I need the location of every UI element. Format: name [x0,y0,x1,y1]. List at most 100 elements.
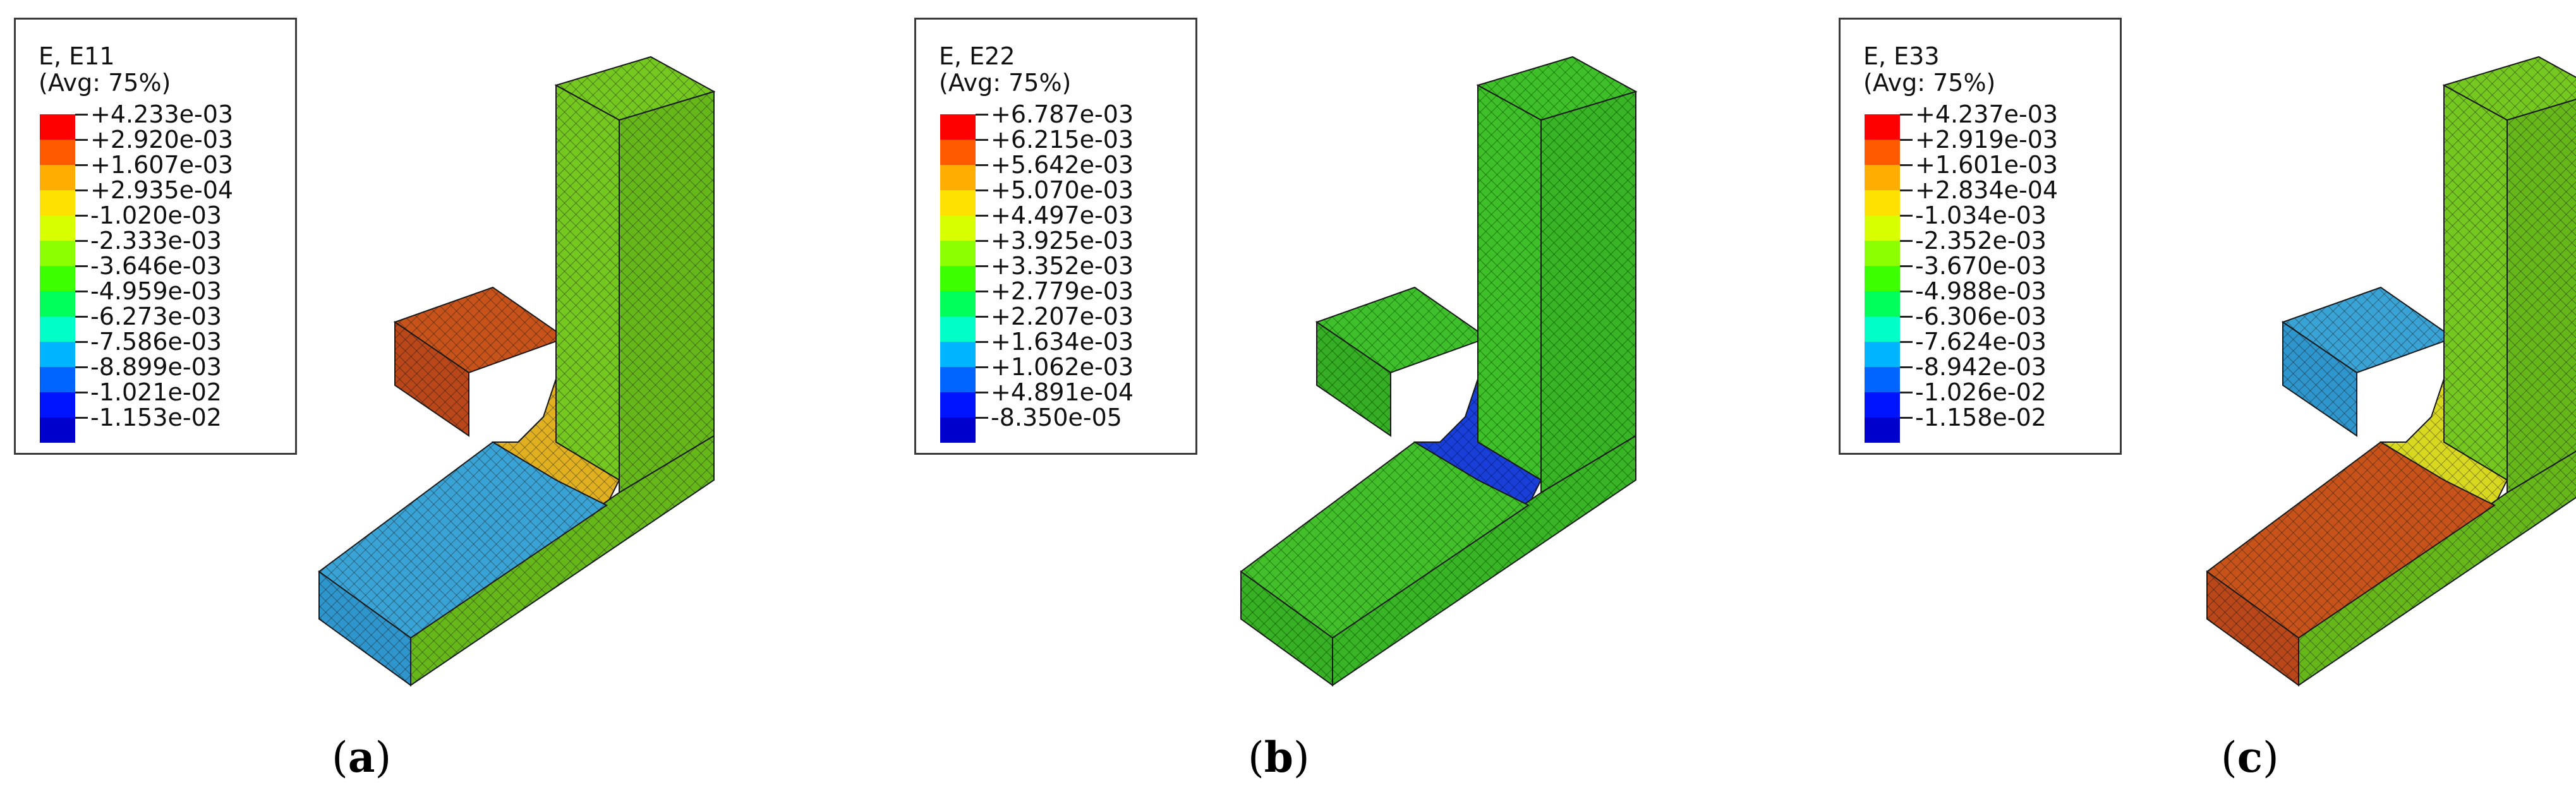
panel-c: E, E33 (Avg: 75%) +4.237e-03 +2.919e-03 +1… [1717,0,2576,804]
legend-title: E, E11 [39,42,115,70]
colorbar-label: -2.333e-03 [90,227,222,255]
colorbar-label: +6.215e-03 [991,126,1134,153]
upright-top-face [2442,56,2576,121]
colorbar-tick [75,291,88,292]
colorbar-tick [976,316,988,318]
colorbar-label: +2.920e-03 [90,126,234,153]
colorbar-label: -3.646e-03 [90,252,222,280]
colorbar-label: -1.021e-02 [90,378,222,406]
colorbar-swatch [40,140,75,165]
colorbar-label: +1.607e-03 [90,151,234,179]
colorbar-tick [976,366,988,368]
colorbar-tick [1900,164,1913,166]
colorbar-swatch [940,291,976,316]
colorbar-label: +2.935e-04 [90,176,234,204]
mesh [2444,85,2507,480]
colorbar-tick [976,265,988,267]
colorbar-swatch [940,417,976,443]
fe-model-e11 [318,56,716,687]
colorbar-swatch [940,367,976,392]
colorbar-swatch [40,215,75,241]
colorbar-label: +1.634e-03 [991,328,1134,356]
colorbar-label: -1.034e-03 [1915,201,2047,229]
colorbar-swatch [40,417,75,443]
colorbar-swatch [940,266,976,291]
panel-a: E, E11 (Avg: 75%) +4.233e-03 +2.920e-03 +1… [0,0,859,804]
colorbar-swatch [940,392,976,417]
colorbar-label: -7.624e-03 [1915,328,2047,356]
colorbar-tick [976,417,988,419]
colorbar-label: -8.350e-05 [991,404,1122,431]
colorbar-swatch [40,114,75,140]
colorbar-label: -1.158e-02 [1915,404,2047,431]
colorbar-label: -1.153e-02 [90,404,222,431]
colorbar-label: +4.237e-03 [1915,100,2059,128]
colorbar-tick [1900,291,1913,292]
colorbar-tick [75,366,88,368]
colorbar-swatch [40,392,75,417]
mesh [1478,85,1541,480]
caption-c: (c) [2221,733,2279,782]
colorbar-label: -4.959e-03 [90,277,222,305]
legend-title: E, E33 [1863,42,1940,70]
colorbar-tick [1900,114,1913,116]
colorbar-label: +1.062e-03 [991,353,1134,381]
colorbar-tick [976,139,988,141]
colorbar-tick [976,164,988,166]
colorbar-swatch [40,367,75,392]
colorbar-label: -8.942e-03 [1915,353,2047,381]
colorbar-tick [1900,265,1913,267]
colorbar-tick [1900,417,1913,419]
caption-b: (b) [1248,733,1310,782]
colorbar-swatch [40,342,75,367]
colorbar-swatch [940,241,976,266]
colorbar-label: -3.670e-03 [1915,252,2047,280]
colorbar-label: +5.642e-03 [991,151,1134,179]
bottom-front-face [318,570,411,687]
legend-e22: E, E22 (Avg: 75%) +6.787e-03 +6.215e-03 +5… [914,18,1197,455]
colorbar-swatch [940,140,976,165]
colorbar-swatch [1865,165,1900,190]
colorbar-label: +4.497e-03 [991,201,1134,229]
colorbar-tick [976,341,988,343]
colorbar-swatch [40,241,75,266]
colorbar-label: -6.306e-03 [1915,303,2047,330]
colorbar-label: -4.988e-03 [1915,277,2047,305]
mesh [619,92,714,493]
colorbar-swatch [940,165,976,190]
colorbar-tick [75,240,88,242]
colorbar-label: +2.834e-04 [1915,176,2059,204]
colorbar-tick [75,114,88,116]
colorbar-label: +2.779e-03 [991,277,1134,305]
upright-side-face [619,90,715,494]
colorbar-label: +2.919e-03 [1915,126,2059,153]
colorbar-tick [976,114,988,116]
colorbar-tick [75,316,88,318]
fe-model-e22 [1240,56,1638,687]
colorbar-swatch [1865,316,1900,342]
colorbar-label: +5.070e-03 [991,176,1134,204]
colorbar-tick [75,392,88,393]
colorbar-swatch [1865,140,1900,165]
colorbar-tick [976,215,988,217]
colorbar-swatch [40,190,75,215]
colorbar-tick [75,189,88,191]
colorbar-label: -7.586e-03 [90,328,222,356]
cantilever-front-face [2282,321,2357,437]
colorbar-tick [1900,215,1913,217]
colorbar-tick [976,291,988,292]
colorbar-label: +2.207e-03 [991,303,1134,330]
legend-subtitle: (Avg: 75%) [1863,69,1996,97]
colorbar-swatch [1865,241,1900,266]
colorbar-tick [75,139,88,141]
colorbar-swatch [1865,190,1900,215]
colorbar-label: +4.233e-03 [90,100,234,128]
colorbar-tick [976,240,988,242]
cantilever-front-face [394,321,469,437]
colorbar-swatch [1865,367,1900,392]
colorbar-swatch [940,190,976,215]
caption-a: (a) [332,733,392,782]
fe-model-e33 [2206,56,2576,687]
upright-top-face [554,56,716,121]
colorbar-label: -6.273e-03 [90,303,222,330]
